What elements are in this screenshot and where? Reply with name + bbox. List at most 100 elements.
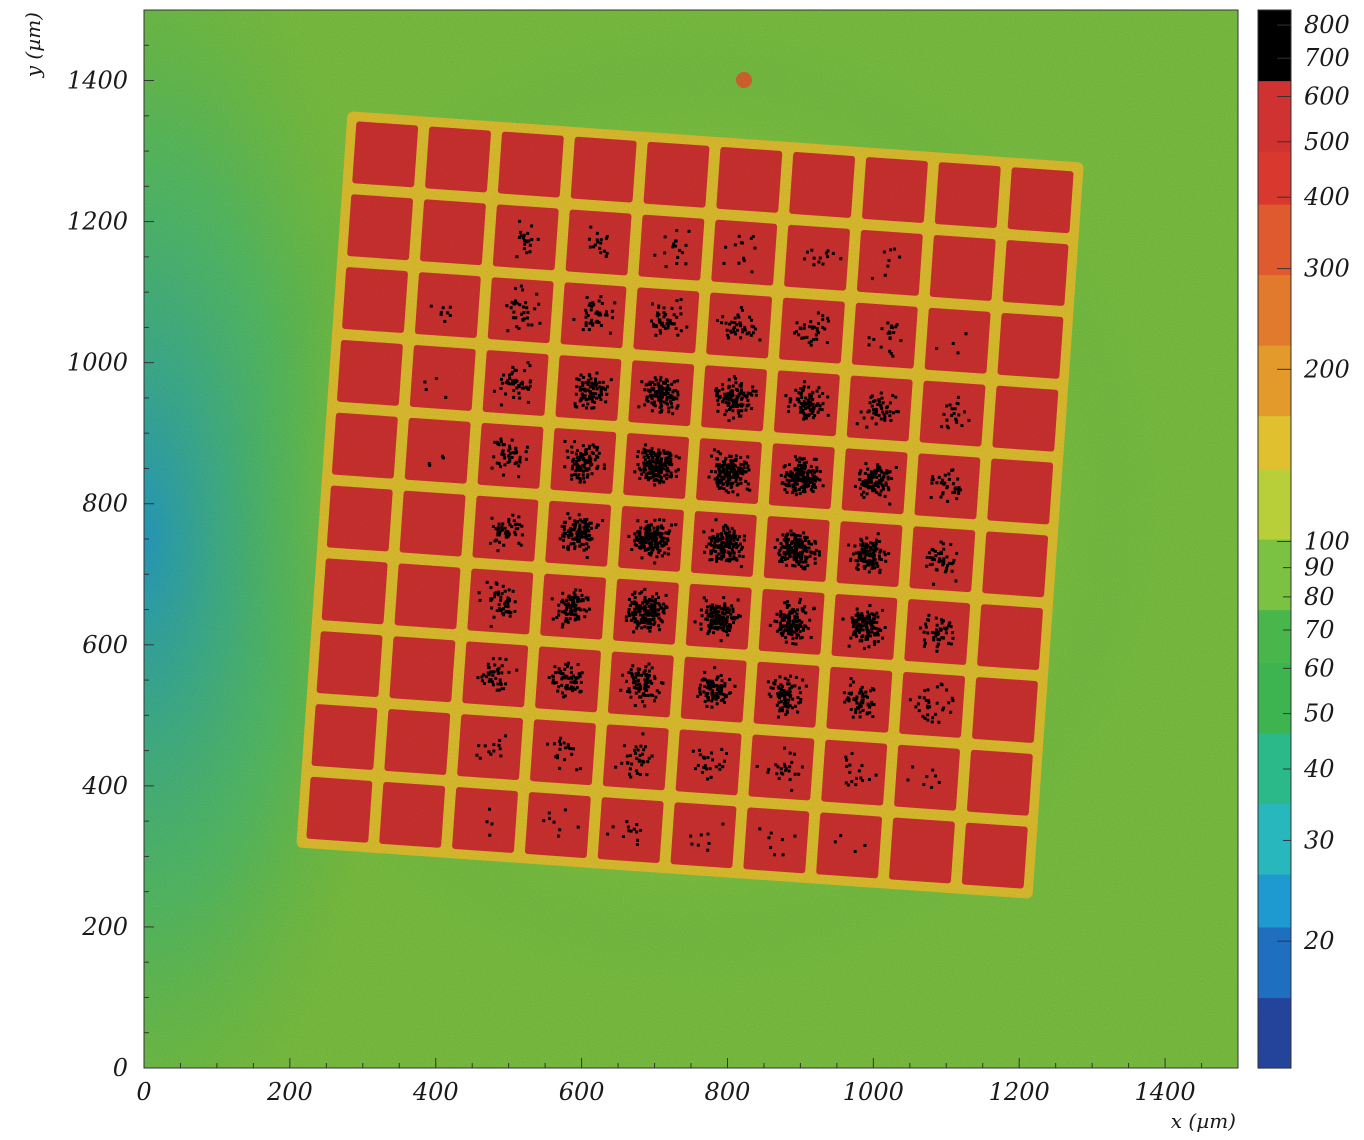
x-axis-title: x (µm) bbox=[1171, 1109, 1236, 1133]
colorbar-tick-label: 200 bbox=[1303, 355, 1350, 383]
colorbar-segment bbox=[1258, 785, 1291, 805]
colorbar-segment bbox=[1258, 838, 1291, 857]
colorbar-segment bbox=[1258, 591, 1291, 611]
y-tick-label: 1000 bbox=[67, 349, 128, 377]
colorbar-segment bbox=[1258, 415, 1291, 434]
colorbar-segment bbox=[1258, 486, 1291, 505]
colorbar-segment bbox=[1258, 697, 1291, 716]
y-tick-label: 400 bbox=[81, 772, 128, 800]
colorbar-segment bbox=[1258, 627, 1291, 646]
colorbar-segment bbox=[1258, 909, 1291, 928]
colorbar-segment bbox=[1258, 292, 1291, 311]
y-tick-label: 0 bbox=[113, 1054, 128, 1082]
colorbar-segment bbox=[1258, 1050, 1291, 1069]
colorbar-segment bbox=[1258, 309, 1291, 328]
colorbar-segment bbox=[1258, 203, 1291, 223]
colorbar-segment bbox=[1258, 874, 1291, 893]
colorbar-segment bbox=[1258, 821, 1291, 840]
colorbar-segment bbox=[1258, 380, 1291, 399]
colorbar-segment bbox=[1258, 27, 1291, 46]
colorbar-segment bbox=[1258, 168, 1291, 187]
colorbar-tick-label: 20 bbox=[1303, 927, 1335, 955]
y-tick-label: 800 bbox=[82, 490, 128, 518]
colorbar-segment bbox=[1258, 362, 1291, 381]
colorbar-segment bbox=[1258, 609, 1291, 628]
y-tick-label: 1400 bbox=[67, 67, 128, 95]
colorbar-segment bbox=[1258, 98, 1291, 117]
colorbar-segment bbox=[1258, 274, 1291, 293]
colorbar-segment bbox=[1258, 468, 1291, 487]
colorbar-segment bbox=[1258, 926, 1291, 946]
y-tick-label: 600 bbox=[82, 631, 128, 659]
x-tick-label: 600 bbox=[559, 1078, 605, 1106]
colorbar-segment bbox=[1258, 433, 1291, 452]
colorbar-tick-label: 700 bbox=[1304, 44, 1350, 72]
colorbar-segment bbox=[1258, 997, 1291, 1016]
colorbar-segment bbox=[1258, 221, 1291, 240]
noise-texture bbox=[144, 10, 1238, 1068]
colorbar-segment bbox=[1258, 979, 1291, 999]
colorbar-segment bbox=[1258, 662, 1291, 681]
colorbar-segment bbox=[1258, 186, 1291, 205]
colorbar-segment bbox=[1258, 256, 1291, 276]
colorbar-segment bbox=[1258, 856, 1291, 875]
colorbar-segment bbox=[1258, 803, 1291, 822]
colorbar-tick-label: 40 bbox=[1303, 755, 1335, 783]
colorbar-tick-label: 300 bbox=[1304, 255, 1350, 283]
colorbar-segment bbox=[1258, 732, 1291, 752]
y-axis: 0 200 400 600 800 1000 1200 1400 bbox=[67, 44, 154, 1082]
colorbar-segment bbox=[1258, 80, 1291, 99]
colorbar-tick-label: 50 bbox=[1304, 700, 1335, 728]
colorbar-segment bbox=[1258, 115, 1291, 135]
colorbar-tick-label: 30 bbox=[1304, 826, 1335, 854]
x-tick-label: 200 bbox=[266, 1078, 313, 1106]
colorbar-segment bbox=[1258, 680, 1291, 699]
colorbar-segment bbox=[1258, 944, 1291, 963]
colorbar-tick-label: 800 bbox=[1304, 11, 1350, 39]
x-tick-label: 1200 bbox=[989, 1078, 1050, 1106]
colorbar-tick-label: 600 bbox=[1304, 82, 1350, 110]
colorbar-segment bbox=[1258, 503, 1291, 522]
colorbar-segment bbox=[1258, 133, 1291, 152]
colorbar-segment bbox=[1258, 239, 1291, 258]
x-tick-label: 0 bbox=[136, 1078, 151, 1106]
x-tick-label: 400 bbox=[412, 1078, 459, 1106]
colorbar-segment bbox=[1258, 644, 1291, 664]
colorbar-segment bbox=[1258, 715, 1291, 734]
colorbar-segment bbox=[1258, 556, 1291, 575]
colorbar-tick-label: 90 bbox=[1304, 554, 1335, 582]
colorbar-tick-label: 500 bbox=[1304, 128, 1350, 156]
colorbar-segment bbox=[1258, 539, 1291, 558]
colorbar-segment bbox=[1258, 521, 1291, 540]
colorbar-segment bbox=[1258, 62, 1291, 82]
x-tick-label: 800 bbox=[705, 1078, 751, 1106]
colorbar-segment bbox=[1258, 10, 1291, 29]
y-tick-label: 200 bbox=[81, 913, 128, 941]
colorbar-segment bbox=[1258, 327, 1291, 346]
x-tick-label: 1000 bbox=[843, 1078, 904, 1106]
colorbar-segment bbox=[1258, 891, 1291, 910]
colorbar-tick-label: 400 bbox=[1303, 183, 1350, 211]
colorbar-segment bbox=[1258, 397, 1291, 417]
colorbar-segment bbox=[1258, 45, 1291, 64]
colorbar-segment bbox=[1258, 1015, 1291, 1034]
plot-area bbox=[144, 10, 1238, 1068]
colorbar-segment bbox=[1258, 345, 1291, 364]
colorbar-tick-label: 80 bbox=[1304, 583, 1335, 611]
colorbar-segment bbox=[1258, 768, 1291, 787]
colorbar-tick-label: 70 bbox=[1304, 616, 1335, 644]
colorbar-segment bbox=[1258, 1032, 1291, 1051]
colorbar-segment bbox=[1258, 750, 1291, 769]
colorbar-segment bbox=[1258, 574, 1291, 593]
colorbar-tick-label: 60 bbox=[1304, 654, 1335, 682]
x-tick-label: 1400 bbox=[1135, 1078, 1196, 1106]
colorbar-tick-label: 100 bbox=[1304, 527, 1350, 555]
colorbar-frame bbox=[1257, 9, 1292, 1069]
colorbar-segment bbox=[1258, 450, 1291, 470]
x-axis: 0 200 400 600 800 1000 1200 1400 bbox=[136, 1058, 1203, 1106]
y-tick-label: 1200 bbox=[67, 208, 128, 236]
colorbar-segment bbox=[1258, 151, 1291, 170]
colorbar-segment bbox=[1258, 962, 1291, 981]
